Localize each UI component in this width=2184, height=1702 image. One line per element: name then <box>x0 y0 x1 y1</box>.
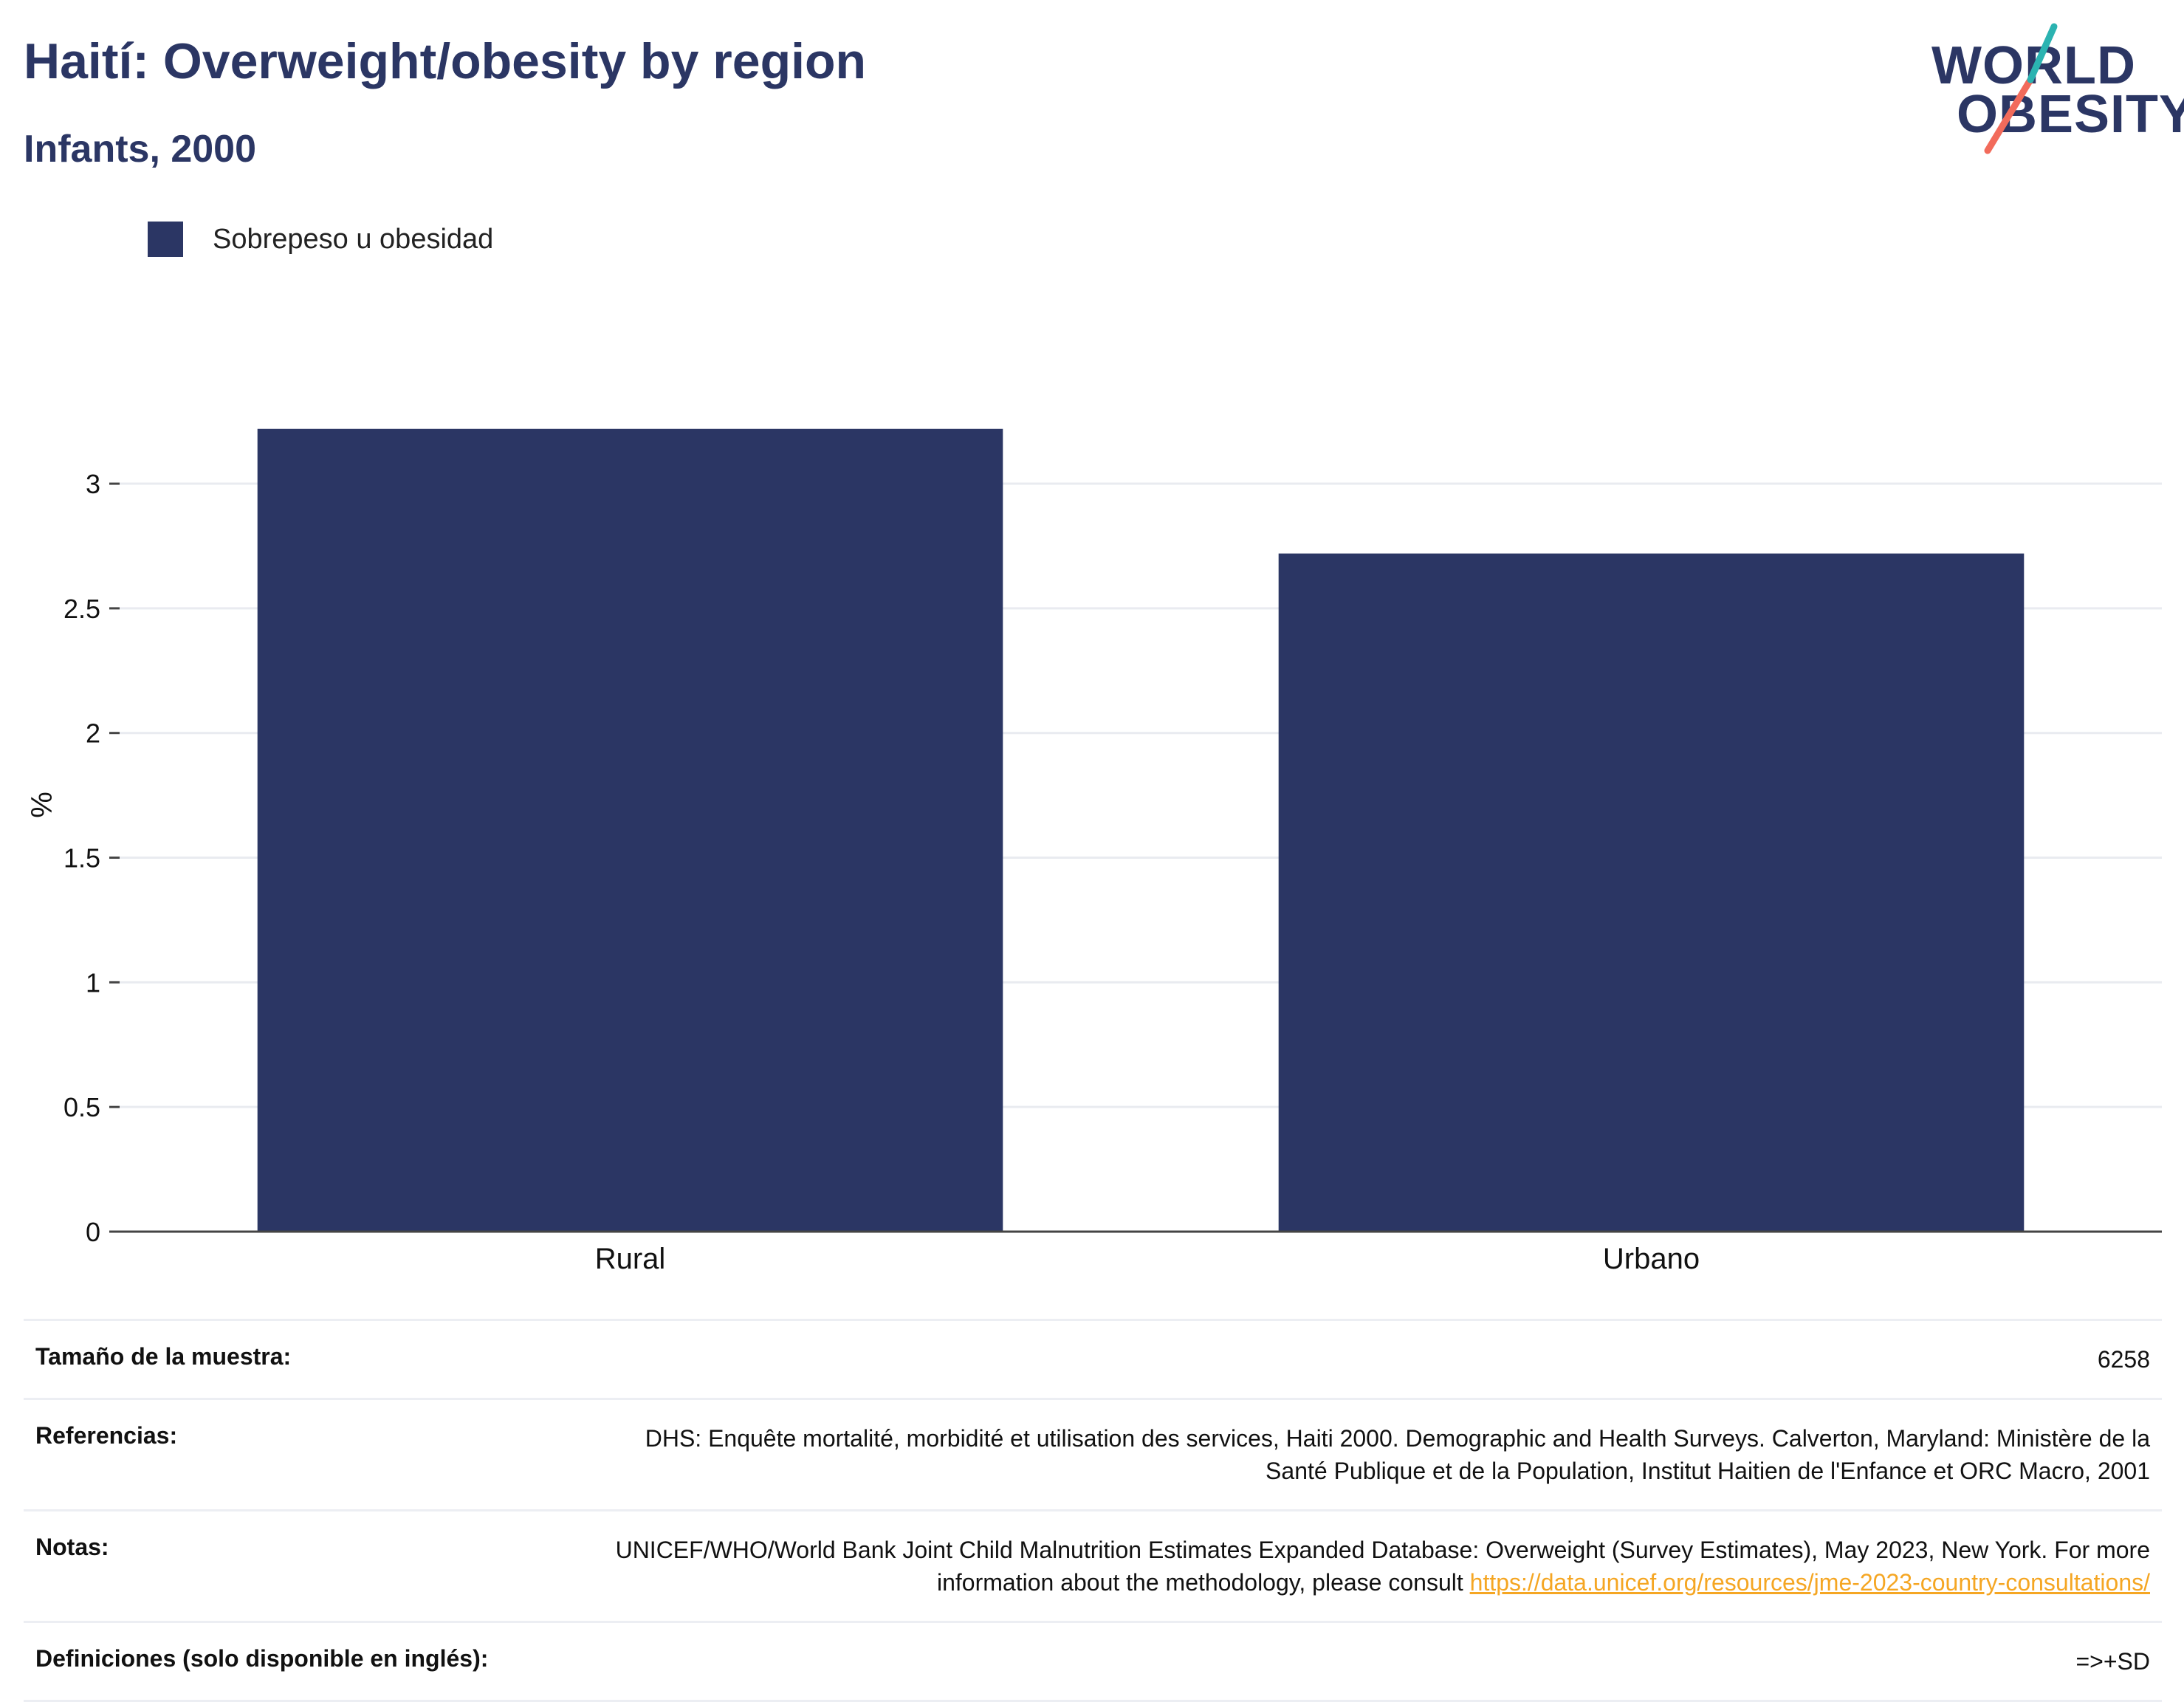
definitions-key: Definiciones (solo disponible en inglés)… <box>35 1645 489 1672</box>
bars <box>257 428 2025 1232</box>
chart-legend[interactable]: Sobrepeso u obesidad <box>148 219 493 260</box>
sample-size-key: Tamaño de la muestra: <box>35 1343 292 1370</box>
chart-subtitle: Infants, 2000 <box>24 128 257 171</box>
sample-size-value: 6258 <box>2097 1346 2150 1373</box>
notes-value: UNICEF/WHO/World Bank Joint Child Malnut… <box>579 1511 2162 1622</box>
table-row: Definiciones (solo disponible en inglés)… <box>24 1622 2162 1701</box>
y-tick-label: 0 <box>86 1217 100 1247</box>
logo-slash-icon <box>1984 23 2058 154</box>
y-tick-label: 2 <box>86 718 100 749</box>
bar-rural[interactable] <box>257 428 1003 1232</box>
world-obesity-logo: WORLD OBESITY <box>1920 21 2184 161</box>
methodology-link[interactable]: https://data.unicef.org/resources/jme-20… <box>1469 1569 2150 1596</box>
metadata-table: Tamaño de la muestra: 6258 Referencias: … <box>24 1319 2162 1702</box>
table-row: Referencias: DHS: Enquête mortalité, mor… <box>24 1399 2162 1511</box>
y-axis-label: % <box>26 792 58 818</box>
chart-title: Haití: Overweight/obesity by region <box>24 33 867 89</box>
definitions-value: =>+SD <box>2075 1648 2150 1675</box>
table-row: Notas: UNICEF/WHO/World Bank Joint Child… <box>24 1510 2162 1622</box>
legend-swatch <box>148 222 183 257</box>
y-tick-label: 3 <box>86 469 100 499</box>
notes-key: Notas: <box>35 1534 109 1560</box>
references-value: DHS: Enquête mortalité, morbidité et uti… <box>645 1425 2150 1484</box>
y-tick-label: 1 <box>86 967 100 998</box>
references-key: Referencias: <box>35 1422 178 1449</box>
axes: 0 0.5 1 1.5 2 2.5 3 Rural Urbano <box>63 469 2162 1275</box>
bar-urbano[interactable] <box>1278 553 2025 1232</box>
bar-chart: 0 0.5 1 1.5 2 2.5 3 Rural Urbano % <box>26 428 2162 1275</box>
x-tick-label: Urbano <box>1603 1243 1700 1275</box>
y-tick-label: 1.5 <box>63 843 100 874</box>
y-tick-label: 0.5 <box>63 1092 100 1122</box>
notes-text: UNICEF/WHO/World Bank Joint Child Malnut… <box>615 1537 2150 1596</box>
table-row: Tamaño de la muestra: 6258 <box>24 1320 2162 1399</box>
x-tick-label: Rural <box>595 1243 666 1275</box>
legend-label: Sobrepeso u obesidad <box>213 223 494 255</box>
y-tick-label: 2.5 <box>63 594 100 624</box>
